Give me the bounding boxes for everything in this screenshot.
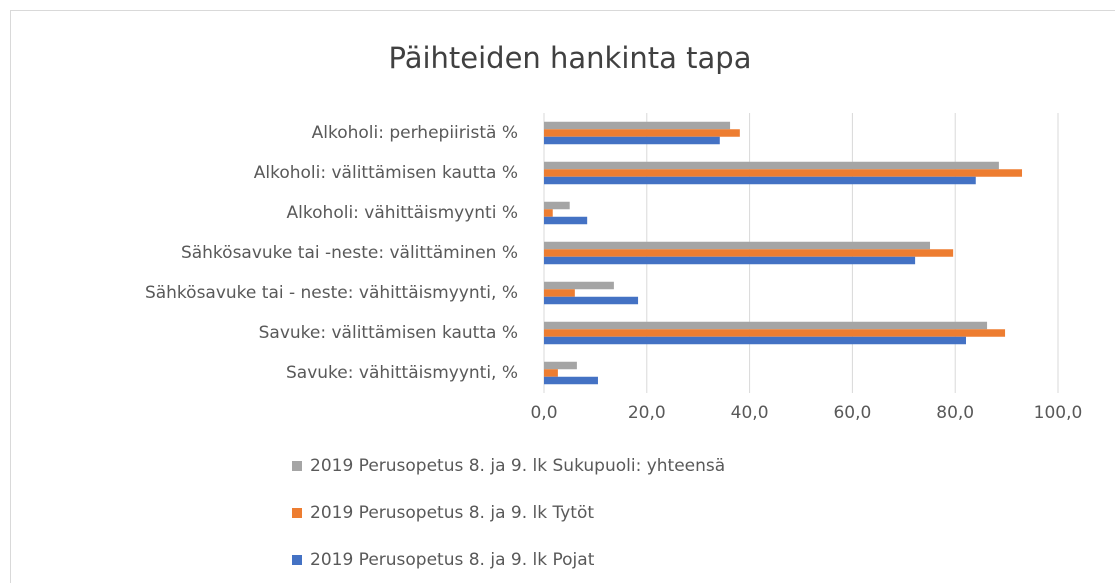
- x-tick-label: 100,0: [1034, 403, 1083, 423]
- y-tick-label: Alkoholi: perhepiiristä %: [312, 123, 518, 143]
- legend-label: 2019 Perusopetus 8. ja 9. lk Sukupuoli: …: [310, 456, 725, 476]
- bar: [544, 121, 731, 130]
- bar: [544, 249, 954, 257]
- bar: [544, 136, 720, 145]
- bar: [544, 216, 588, 225]
- y-tick-label: Alkoholi: vähittäismyynti %: [287, 203, 518, 223]
- bar: [544, 336, 966, 345]
- bar: [544, 256, 916, 265]
- bar: [544, 201, 570, 210]
- bar: [544, 329, 1006, 337]
- x-tick-label: 20,0: [628, 403, 666, 423]
- bar: [544, 281, 614, 290]
- bar: [544, 361, 577, 370]
- y-tick-label: Savuke: välittämisen kautta %: [259, 323, 518, 343]
- bar: [544, 209, 553, 217]
- x-tick-label: 60,0: [833, 403, 871, 423]
- bar: [544, 289, 575, 297]
- legend-swatch: [292, 555, 302, 565]
- x-tick-label: 0,0: [530, 403, 557, 423]
- legend-label: 2019 Perusopetus 8. ja 9. lk Tytöt: [310, 503, 594, 523]
- chart-title: Päihteiden hankinta tapa: [389, 41, 752, 75]
- x-tick-label: 80,0: [936, 403, 974, 423]
- legend-swatch: [292, 461, 302, 471]
- legend-swatch: [292, 508, 302, 518]
- y-tick-label: Savuke: vähittäismyynti, %: [286, 363, 518, 383]
- bar: [544, 369, 558, 377]
- x-tick-label: 40,0: [731, 403, 769, 423]
- y-tick-label: Sähkösavuke tai - neste: vähittäismyynti…: [145, 283, 518, 303]
- bar: [544, 296, 639, 305]
- bar: [544, 169, 1023, 177]
- bar: [544, 241, 931, 250]
- bar: [544, 161, 999, 170]
- bar: [544, 176, 976, 185]
- bar: [544, 321, 988, 330]
- y-tick-label: Alkoholi: välittämisen kautta %: [254, 163, 518, 183]
- y-tick-label: Sähkösavuke tai -neste: välittäminen %: [181, 243, 518, 263]
- bar: [544, 376, 598, 385]
- bar: [544, 129, 740, 137]
- legend-label: 2019 Perusopetus 8. ja 9. lk Pojat: [310, 550, 595, 570]
